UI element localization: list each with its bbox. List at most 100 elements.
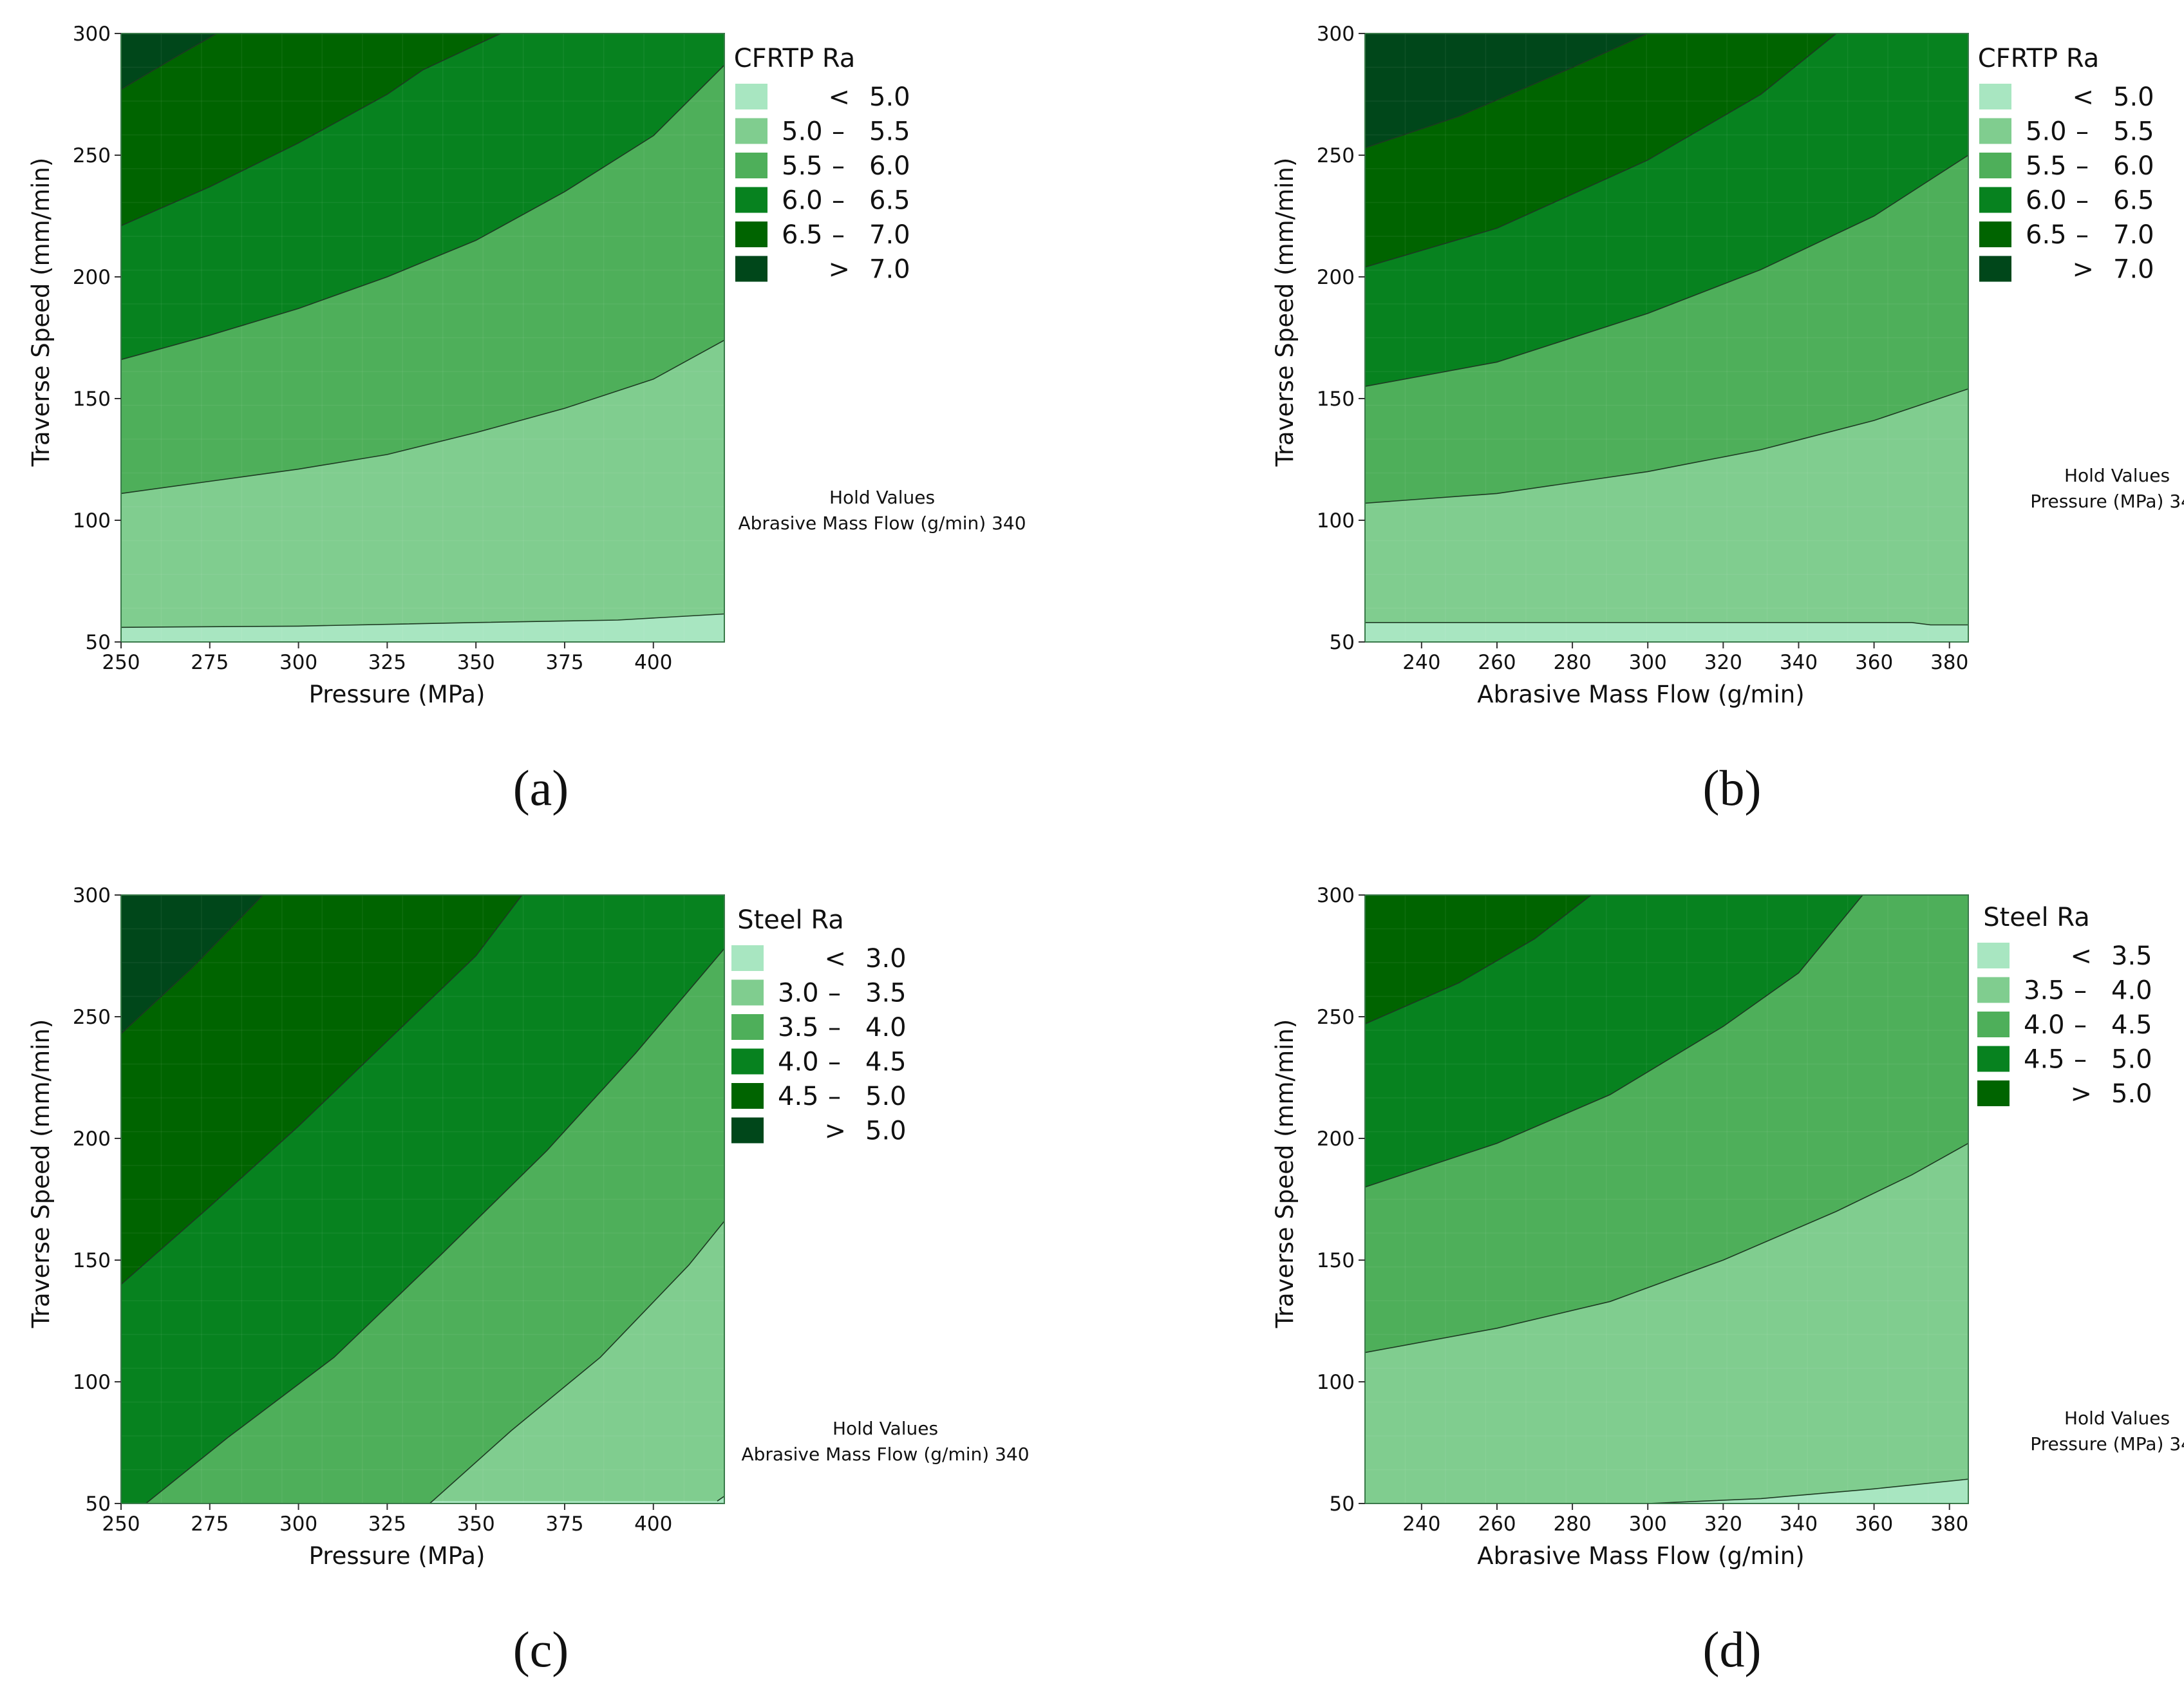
x-tick-label: 325 — [368, 651, 406, 674]
legend-dash: – — [832, 117, 845, 147]
legend-swatch — [1977, 943, 2010, 968]
y-tick-label: 50 — [1330, 631, 1355, 654]
x-tick-label: 250 — [102, 1513, 140, 1536]
legend-swatch — [731, 979, 764, 1006]
legend-dash: – — [2076, 186, 2089, 216]
y-tick-label: 50 — [86, 1493, 111, 1516]
legend-swatch — [735, 118, 767, 144]
legend-title: Steel Ra — [737, 905, 844, 935]
legend-swatch — [735, 221, 767, 247]
legend-high: 4.0 — [865, 1013, 907, 1042]
contour-line — [1365, 388, 1968, 504]
legend-swatch — [735, 153, 767, 178]
panel-label: (a) — [513, 760, 569, 816]
y-tick-label: 100 — [73, 509, 111, 532]
legend-swatch — [735, 256, 767, 282]
y-axis-title: Traverse Speed (mm/min) — [1271, 158, 1299, 467]
plot-area — [121, 33, 724, 642]
legend-high: 6.0 — [869, 151, 910, 181]
legend-low: 6.5 — [2026, 220, 2067, 250]
legend-dash: – — [2076, 117, 2089, 147]
x-tick-label: 360 — [1855, 1513, 1893, 1536]
legend-operator: < — [828, 82, 850, 112]
legend-high: 5.5 — [869, 117, 910, 147]
mesh-grid — [121, 33, 724, 642]
x-axis-title: Pressure (MPa) — [309, 681, 485, 708]
y-axis-title: Traverse Speed (mm/min) — [1271, 1019, 1299, 1329]
legend-swatch — [1979, 118, 2011, 144]
y-tick-label: 200 — [73, 1127, 111, 1151]
hold-values-title: Hold Values — [2064, 1408, 2170, 1429]
legend-low: 3.0 — [778, 979, 819, 1008]
y-axis-title: Traverse Speed (mm/min) — [27, 1019, 55, 1329]
mesh-grid — [1365, 895, 1968, 1503]
legend-low: 5.5 — [782, 151, 823, 181]
legend-high: 5.0 — [865, 1082, 907, 1111]
hold-values-title: Hold Values — [829, 487, 935, 508]
contour-line — [121, 33, 218, 90]
legend-dash: – — [828, 1013, 841, 1042]
y-tick-label: 150 — [1317, 388, 1355, 411]
legend-swatch — [735, 84, 767, 109]
panel-d: 240 260 280 300 320 340 360 380 50 100 150 200 250 30… — [1271, 884, 2184, 1677]
legend-low: 3.5 — [2024, 976, 2065, 1006]
legend-title: CFRTP Ra — [1978, 44, 2100, 73]
legend-title: Steel Ra — [1983, 903, 2090, 932]
contour-line — [121, 895, 264, 1035]
contour-line — [1365, 155, 1968, 387]
panel-label: (b) — [1703, 760, 1762, 816]
x-axis-title: Abrasive Mass Flow (g/min) — [1477, 1542, 1804, 1570]
x-tick-label: 260 — [1478, 1513, 1516, 1536]
x-tick-label: 300 — [1629, 1513, 1667, 1536]
y-tick-label: 250 — [73, 1006, 111, 1029]
band-region — [1365, 33, 1648, 148]
legend-low: 4.0 — [2024, 1010, 2065, 1040]
panel-label: (d) — [1703, 1621, 1762, 1677]
mesh-grid — [1365, 33, 1968, 642]
y-tick-label: 300 — [73, 884, 111, 907]
contour-line — [146, 948, 724, 1503]
x-tick-label: 260 — [1478, 651, 1516, 674]
x-tick-label: 300 — [279, 651, 317, 674]
legend-dash: – — [828, 979, 841, 1008]
x-tick-label: 380 — [1930, 1513, 1968, 1536]
legend-swatch — [1979, 256, 2011, 282]
x-tick-label: 275 — [191, 651, 229, 674]
legend-high: 5.0 — [869, 82, 910, 112]
legend: Steel Ra< 3.03.0–3.53.5–4.04.0–4.54.5–5.0… — [731, 905, 907, 1146]
plot-frame — [1364, 894, 1969, 1504]
plot-frame — [120, 33, 725, 643]
legend-high: 3.5 — [865, 979, 907, 1008]
legend-high: 7.0 — [869, 255, 910, 285]
legend-operator: > — [2070, 1079, 2092, 1109]
legend-dash: – — [828, 1082, 841, 1111]
x-tick-label: 380 — [1930, 651, 1968, 674]
legend-high: 5.0 — [2111, 1045, 2152, 1075]
legend-swatch — [1979, 187, 2011, 213]
x-tick-label: 320 — [1704, 1513, 1742, 1536]
y-tick-label: 300 — [73, 23, 111, 46]
y-axis-title: Traverse Speed (mm/min) — [27, 158, 55, 467]
y-tick-label: 100 — [1317, 509, 1355, 532]
legend-high: 7.0 — [2113, 220, 2154, 250]
contour-line — [1365, 895, 1863, 1188]
legend-swatch — [1977, 1046, 2010, 1072]
plot-frame — [1364, 33, 1969, 643]
legend-swatch — [1979, 84, 2011, 109]
legend-swatch — [1977, 1080, 2010, 1106]
band-region — [121, 895, 522, 1285]
contour-line — [1365, 33, 1837, 268]
legend-operator: < — [2070, 941, 2092, 971]
x-tick-label: 320 — [1704, 651, 1742, 674]
x-tick-label: 250 — [102, 651, 140, 674]
plot-area — [121, 895, 724, 1503]
legend-swatch — [735, 187, 767, 213]
band-region — [121, 33, 217, 90]
band-region — [121, 895, 263, 1034]
legend-low: 6.0 — [2026, 186, 2067, 216]
y-tick-label: 300 — [1317, 884, 1355, 907]
legend: CFRTP Ra< 5.05.0–5.55.5–6.06.0–6.56.5–7.0… — [734, 44, 910, 285]
legend-high: 4.0 — [2111, 976, 2152, 1006]
legend-high: 4.5 — [865, 1048, 907, 1077]
